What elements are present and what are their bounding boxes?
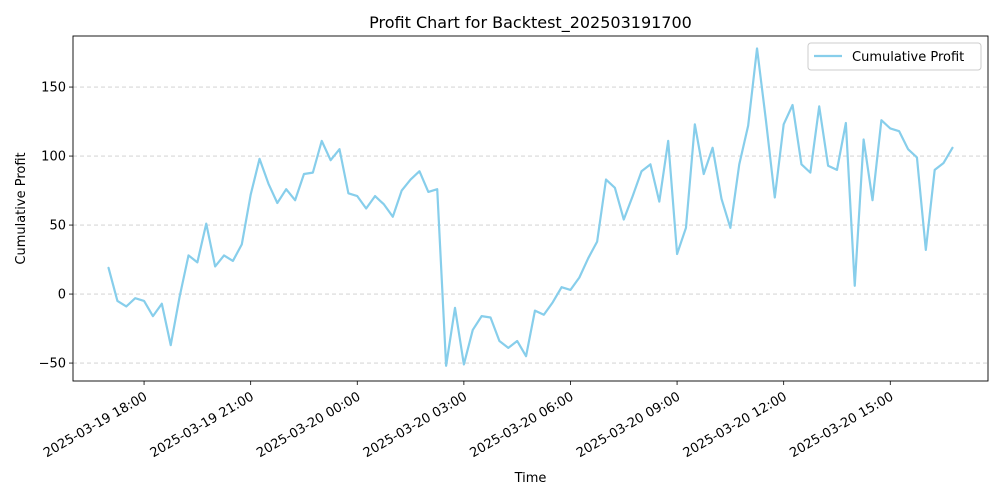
x-tick-label: 2025-03-20 15:00 — [787, 389, 896, 461]
y-tick-label: 150 — [41, 81, 66, 96]
y-tick-label: 50 — [49, 219, 66, 234]
y-tick-label: 100 — [41, 150, 66, 165]
x-tick-label: 2025-03-20 12:00 — [681, 389, 790, 461]
plot-area — [73, 36, 988, 381]
x-tick-label: 2025-03-20 03:00 — [361, 389, 470, 461]
x-tick-label: 2025-03-20 00:00 — [254, 389, 363, 461]
x-axis-label: Time — [514, 471, 547, 486]
series-layer — [107, 47, 954, 367]
x-tick-label: 2025-03-19 18:00 — [41, 389, 150, 461]
legend-label: Cumulative Profit — [852, 50, 964, 65]
chart-title: Profit Chart for Backtest_202503191700 — [369, 13, 692, 33]
y-tick-label: −50 — [39, 357, 66, 372]
legend-box — [807, 42, 982, 71]
axes-frame — [72, 35, 989, 382]
x-tick-label: 2025-03-19 21:00 — [148, 389, 257, 461]
x-tick-label: 2025-03-20 06:00 — [468, 389, 577, 461]
legend: Cumulative Profit — [807, 42, 982, 71]
series-line-cumulative-profit — [107, 47, 954, 367]
y-axis-label: Cumulative Profit — [14, 152, 29, 264]
gridlines — [73, 86, 988, 364]
y-tick-label: 0 — [58, 288, 66, 303]
x-tick-label: 2025-03-20 09:00 — [574, 389, 683, 461]
